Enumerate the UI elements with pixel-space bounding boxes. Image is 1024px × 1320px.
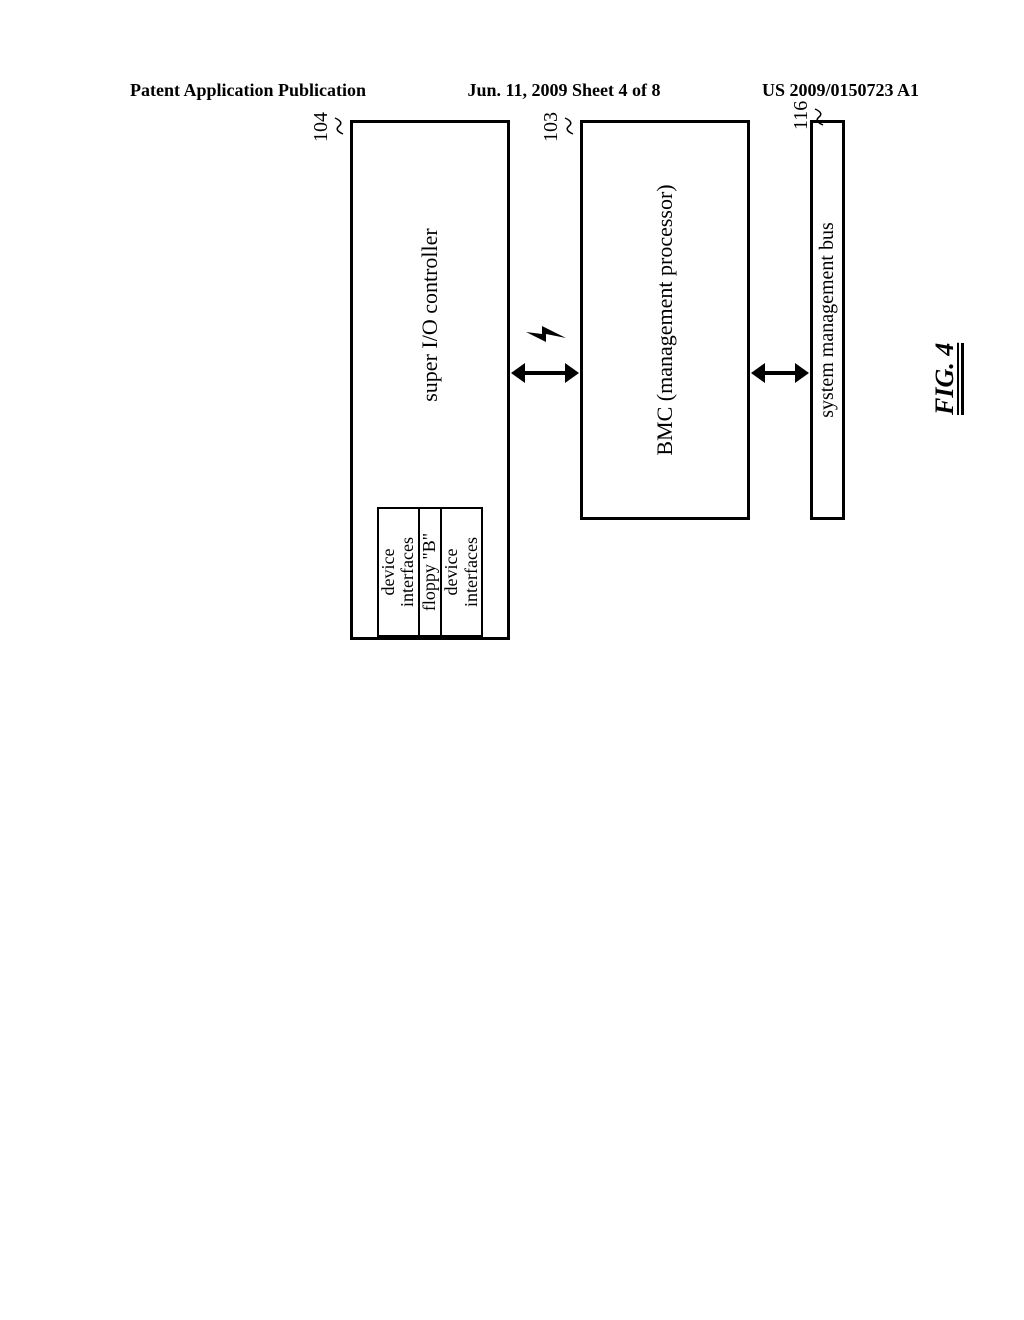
- lightning-icon: [526, 320, 566, 348]
- diagram-rotated-container: device interfaces floppy "B" device inte…: [350, 120, 845, 640]
- header-left: Patent Application Publication: [130, 80, 366, 101]
- device-interfaces-bottom: device interfaces: [442, 507, 484, 637]
- ref-connector-104: [332, 117, 346, 135]
- super-io-label: super I/O controller: [417, 123, 443, 507]
- super-io-sub-column: device interfaces floppy "B" device inte…: [377, 507, 484, 637]
- ref-104: 104: [310, 112, 333, 142]
- header-center: Jun. 11, 2009 Sheet 4 of 8: [467, 80, 660, 101]
- block-diagram: device interfaces floppy "B" device inte…: [350, 120, 845, 640]
- figure-label: FIG. 4: [930, 343, 964, 415]
- arrow-bmc-smb: [763, 371, 797, 375]
- device-interfaces-top: device interfaces: [377, 507, 421, 637]
- header-right: US 2009/0150723 A1: [762, 80, 919, 101]
- smb-label: system management bus: [816, 222, 839, 418]
- ref-connector-103: [562, 117, 576, 135]
- page-header: Patent Application Publication Jun. 11, …: [0, 80, 1024, 101]
- arrow-superio-bmc: [523, 371, 567, 375]
- bmc-block: BMC (management processor): [580, 120, 750, 520]
- floppy-b: floppy "B": [420, 507, 442, 637]
- bmc-label: BMC (management processor): [652, 184, 678, 455]
- smb-block: system management bus: [810, 120, 845, 520]
- ref-116: 116: [790, 101, 813, 130]
- super-io-block: device interfaces floppy "B" device inte…: [350, 120, 510, 640]
- ref-103: 103: [540, 112, 563, 142]
